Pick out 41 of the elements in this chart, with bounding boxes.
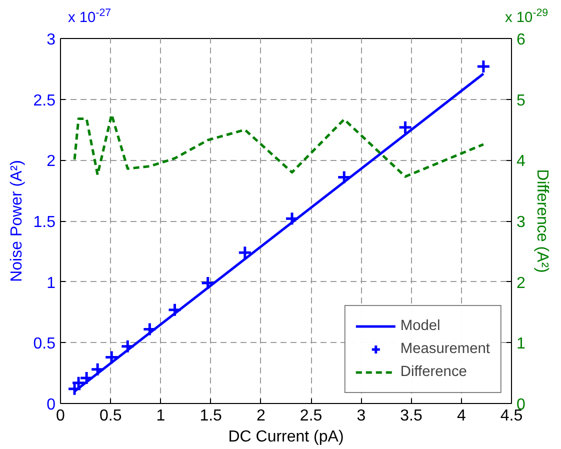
point [168, 302, 182, 318]
point [238, 245, 252, 260]
y2-tick-label: 6 [516, 32, 526, 48]
y-tick-label: 1 [46, 274, 56, 292]
x-tick-label: 0.5 [99, 408, 122, 424]
point [336, 170, 352, 184]
y2-tick-label: 2 [516, 274, 526, 292]
y-tick-label: 0.5 [33, 336, 56, 353]
point [120, 339, 135, 354]
legend-label: Model [400, 318, 440, 334]
point [284, 211, 300, 226]
x-tick-label: 4 [456, 408, 466, 424]
y2-tick-label: 0 [516, 396, 526, 414]
point [104, 350, 119, 365]
y-axis-title: Noise Power (A²) [8, 160, 26, 282]
y2-tick-label: 4 [516, 153, 526, 170]
point [200, 276, 216, 290]
x-tick-label: 3.5 [400, 408, 422, 424]
point [90, 362, 105, 377]
y-tick-label: 2.5 [33, 92, 56, 110]
y-tick-label: 3 [46, 32, 56, 48]
x-tick-label: 3 [356, 408, 366, 424]
x-tick-label: 2.5 [300, 408, 322, 424]
point [398, 120, 413, 135]
x-axis-title: DC Current (pA) [228, 428, 344, 446]
legend-label: Measurement [400, 341, 490, 357]
x-tick-label: 1.5 [200, 408, 222, 424]
y-tick-label: 1.5 [33, 214, 56, 231]
text: x 10$^{-27}$ [68, 6, 112, 28]
y2-axis-title: Difference (A²) [533, 169, 550, 273]
x-tick-label: 1 [156, 408, 166, 424]
y2-tick-label: 3 [516, 214, 526, 231]
text: x 10$^{-29}$ [505, 6, 548, 28]
x-tick-label: 2 [256, 408, 266, 424]
y-tick-label: 0 [46, 396, 56, 414]
line-series [73, 113, 485, 178]
y2-tick-label: 1 [516, 336, 526, 353]
y2-tick-label: 5 [516, 92, 526, 110]
legend-label: Difference [400, 364, 467, 380]
y-tick-label: 2 [46, 153, 56, 170]
point [142, 322, 157, 337]
